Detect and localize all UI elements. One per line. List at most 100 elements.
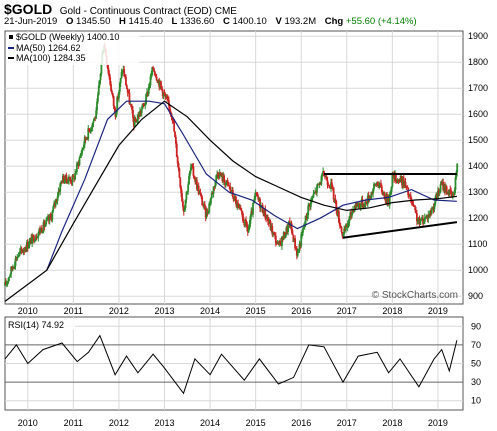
price-candle-up bbox=[224, 182, 227, 186]
price-candle-up bbox=[210, 192, 213, 198]
price-candle-down bbox=[264, 209, 267, 218]
price-candle-up bbox=[83, 136, 86, 145]
price-candle-down bbox=[33, 235, 35, 242]
price-candle-down bbox=[155, 76, 158, 81]
price-candle-down bbox=[329, 187, 332, 189]
price-candle-down bbox=[40, 228, 43, 233]
price-candle-up bbox=[298, 244, 301, 252]
price-candle-down bbox=[72, 175, 75, 177]
volume-label: V bbox=[275, 16, 282, 27]
price-candle-up bbox=[46, 218, 48, 220]
price-candle-down bbox=[361, 199, 364, 207]
price-candle-up bbox=[74, 172, 77, 180]
price-candle-up bbox=[67, 180, 69, 184]
price-candle-down bbox=[43, 221, 46, 227]
price-candle-down bbox=[241, 211, 244, 218]
price-candle-down bbox=[226, 180, 229, 183]
rsi-x-tick-label: 2017 bbox=[337, 418, 357, 428]
price-candle-down bbox=[160, 81, 162, 87]
rsi-y-tick-label: 50 bbox=[471, 359, 481, 369]
price-candle-up bbox=[28, 240, 31, 246]
price-candle-up bbox=[36, 237, 39, 239]
price-candle-up bbox=[96, 101, 98, 111]
price-candle-up bbox=[141, 103, 144, 109]
price-candle-up bbox=[378, 185, 381, 188]
price-candle-down bbox=[178, 168, 181, 178]
price-x-tick-label: 2010 bbox=[18, 306, 38, 316]
price-candle-down bbox=[111, 93, 114, 97]
price-y-tick-label: 1600 bbox=[468, 109, 488, 119]
price-candle-down bbox=[223, 175, 225, 182]
price-candle-up bbox=[118, 91, 120, 99]
price-candle-down bbox=[84, 136, 87, 140]
price-candle-down bbox=[108, 73, 111, 78]
price-candle-up bbox=[133, 119, 136, 127]
price-candle-up bbox=[253, 195, 256, 202]
price-candle-up bbox=[148, 85, 151, 87]
price-y-tick-label: 1700 bbox=[468, 83, 488, 93]
price-candle-down bbox=[338, 222, 341, 226]
ma100-line bbox=[4, 100, 457, 302]
price-candle-up bbox=[150, 74, 153, 77]
price-candle-down bbox=[153, 68, 155, 72]
price-candle-up bbox=[309, 200, 312, 207]
price-candle-down bbox=[239, 207, 242, 211]
price-candle-up bbox=[22, 250, 25, 253]
price-y-tick-label: 1000 bbox=[468, 265, 488, 275]
price-candle-up bbox=[456, 163, 459, 173]
price-candle-down bbox=[192, 166, 195, 176]
price-candle-up bbox=[453, 190, 456, 195]
price-candle-up bbox=[430, 209, 433, 214]
price-candle-down bbox=[234, 196, 237, 200]
price-candle-down bbox=[175, 143, 178, 157]
price-candle-down bbox=[291, 230, 294, 235]
price-candle-down bbox=[414, 206, 417, 211]
price-candle-up bbox=[6, 281, 9, 283]
price-candle-down bbox=[339, 225, 342, 228]
ma100-legend-label: MA(100) 1284.35 bbox=[16, 53, 86, 63]
price-candle-down bbox=[275, 243, 278, 245]
price-candle-up bbox=[416, 221, 419, 222]
price-candle-up bbox=[145, 94, 147, 105]
price-candle-up bbox=[5, 282, 8, 285]
price-candle-down bbox=[445, 186, 448, 195]
price-candle-up bbox=[342, 234, 345, 237]
volume-value: 193.2M bbox=[284, 16, 317, 27]
price-candle-down bbox=[383, 192, 386, 199]
price-x-tick-label: 2016 bbox=[291, 306, 311, 316]
price-y-tick-label: 1500 bbox=[468, 135, 488, 145]
price-candle-down bbox=[229, 186, 232, 191]
price-candle-down bbox=[125, 85, 128, 89]
price-candle-up bbox=[82, 147, 84, 150]
price-candle-down bbox=[334, 198, 337, 201]
price-candle-up bbox=[118, 83, 121, 92]
price-candle-down bbox=[332, 187, 335, 200]
price-candle-up bbox=[151, 67, 154, 75]
change-value: +55.60 (+4.14%) bbox=[345, 16, 417, 27]
price-candle-up bbox=[307, 205, 310, 216]
price-candle-up bbox=[121, 71, 124, 73]
open-label: O bbox=[66, 16, 74, 27]
price-candle-down bbox=[409, 195, 412, 200]
price-candle-down bbox=[271, 226, 274, 235]
price-candle-up bbox=[448, 189, 451, 195]
price-candle-up bbox=[302, 228, 304, 233]
price-candle-up bbox=[116, 97, 119, 112]
price-candle-up bbox=[209, 203, 211, 205]
price-candle-down bbox=[126, 88, 129, 93]
price-candle-down bbox=[203, 204, 206, 207]
price-candle-up bbox=[184, 199, 187, 208]
price-candle-down bbox=[167, 99, 169, 101]
price-candle-up bbox=[434, 197, 437, 205]
price-candle-down bbox=[124, 76, 126, 78]
price-candle-up bbox=[389, 192, 392, 194]
price-candle-down bbox=[176, 156, 179, 164]
price-candle-up bbox=[353, 205, 356, 212]
price-candle-up bbox=[162, 92, 165, 97]
price-candle-up bbox=[364, 201, 367, 208]
price-candle-up bbox=[13, 265, 16, 268]
price-candle-down bbox=[259, 198, 261, 209]
price-candle-up bbox=[139, 111, 141, 117]
price-candle-up bbox=[244, 219, 247, 226]
